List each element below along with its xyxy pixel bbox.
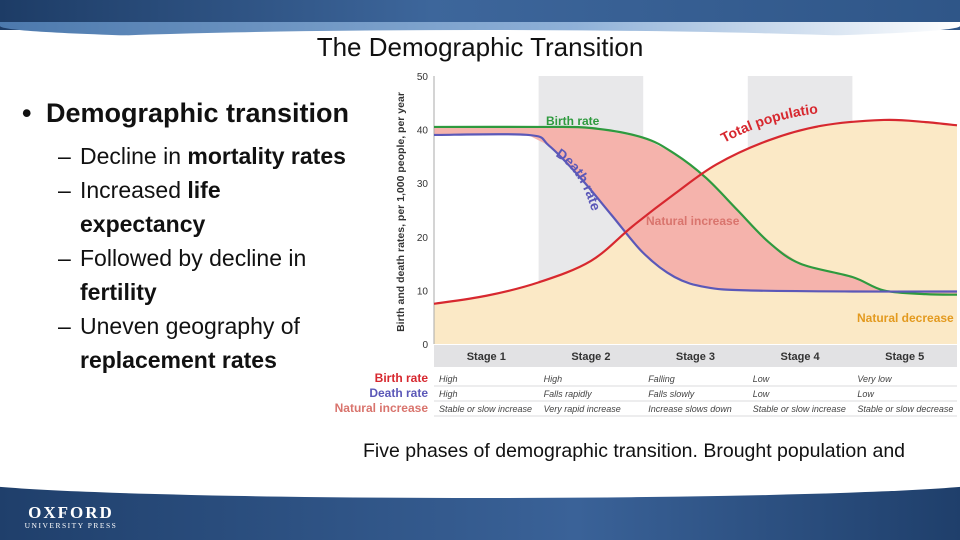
table-cell: Increase slows down — [648, 404, 732, 414]
stage-header-background — [434, 345, 957, 367]
table-cell: Low — [753, 374, 770, 384]
table-cell: Low — [857, 389, 874, 399]
y-tick-label: 40 — [417, 126, 429, 137]
y-tick-label: 20 — [417, 233, 429, 244]
birth-rate-label: Birth rate — [546, 114, 600, 128]
bullet-dot-icon: • — [22, 98, 32, 128]
slide-title: The Demographic Transition — [316, 32, 644, 62]
sub-bullet-bold: life expectancy — [80, 177, 221, 237]
bullet-list: • Demographic transition – Decline in mor… — [20, 95, 350, 377]
sub-bullet-plain: Followed by decline in — [80, 245, 307, 271]
table-row-label: Death rate — [369, 386, 428, 400]
sub-bullet-plain: Decline in — [80, 143, 188, 169]
y-axis-label: Birth and death rates, per 1,000 people,… — [395, 92, 407, 332]
table-row-label: Birth rate — [375, 371, 429, 385]
sub-bullet: – Increased life expectancy — [20, 173, 350, 241]
sub-bullet-plain: Uneven geography of — [80, 313, 300, 339]
stage-table: Birth rate High High Falling Low Very low Deat… — [335, 371, 957, 417]
table-cell: Stable or slow increase — [753, 404, 846, 414]
sub-bullet: – Decline in mortality rates — [20, 139, 350, 173]
table-cell: Very low — [857, 374, 892, 384]
sub-bullet: – Uneven geography of replacement rates — [20, 309, 350, 377]
table-cell: Very rapid increase — [544, 404, 621, 414]
main-bullet-text: Demographic transition — [46, 98, 350, 128]
logo-sub-text: UNIVERSITY PRESS — [24, 521, 118, 530]
total-population-line — [433, 118, 958, 305]
y-tick-label: 50 — [417, 72, 429, 83]
sub-bullet-bold: replacement rates — [80, 347, 277, 373]
sub-bullet-bold: mortality rates — [187, 143, 346, 169]
y-tick-label: 30 — [417, 179, 429, 190]
table-cell: High — [544, 374, 563, 384]
sub-bullet: – Followed by decline in fertility — [20, 241, 350, 309]
demographic-transition-diagram: 0 10 20 30 40 50 Birth and death rates, per 1… — [330, 70, 958, 417]
table-cell: High — [439, 389, 458, 399]
sub-bullet-plain: Increased — [80, 177, 188, 203]
table-cell: Stable or slow decrease — [857, 404, 953, 414]
death-rate-line — [433, 133, 958, 293]
top-banner-curve — [0, 30, 960, 60]
table-cell: Falling — [648, 374, 675, 384]
y-tick-label: 0 — [422, 340, 428, 351]
natural-increase-area — [434, 126, 957, 295]
bottom-banner-curve — [0, 470, 960, 498]
table-cell: Low — [753, 389, 770, 399]
stage-header-row: Stage 1 Stage 2 Stage 3 Stage 4 Stage 5 — [434, 345, 957, 367]
table-cell: Falls slowly — [648, 389, 695, 399]
table-cell: Falls rapidly — [544, 389, 593, 399]
main-bullet: • Demographic transition — [20, 95, 350, 131]
stage-label: Stage 2 — [571, 351, 610, 363]
sub-bullet-list: – Decline in mortality rates – Increased l… — [20, 139, 350, 377]
oxford-logo: OXFORD UNIVERSITY PRESS — [24, 503, 118, 531]
table-cell: Stable or slow increase — [439, 404, 532, 414]
top-banner — [0, 0, 960, 60]
y-tick-label: 10 — [417, 286, 429, 297]
y-tick-labels: 0 10 20 30 40 50 — [417, 72, 429, 351]
natural-decrease-label: Natural decrease — [857, 311, 954, 325]
stage-label: Stage 1 — [467, 351, 506, 363]
stage-label: Stage 3 — [676, 351, 715, 363]
dash-icon: – — [58, 177, 71, 203]
table-row-label: Natural increase — [335, 401, 429, 415]
logo-main-text: OXFORD — [28, 503, 114, 522]
stage-label: Stage 4 — [781, 351, 821, 363]
dash-icon: – — [58, 143, 71, 169]
natural-increase-label: Natural increase — [646, 214, 740, 228]
birth-rate-line — [433, 125, 958, 296]
dash-icon: – — [58, 313, 71, 339]
sub-bullet-bold: fertility — [80, 279, 157, 305]
stage-label: Stage 5 — [885, 351, 924, 363]
table-cell: High — [439, 374, 458, 384]
dash-icon: – — [58, 245, 71, 271]
